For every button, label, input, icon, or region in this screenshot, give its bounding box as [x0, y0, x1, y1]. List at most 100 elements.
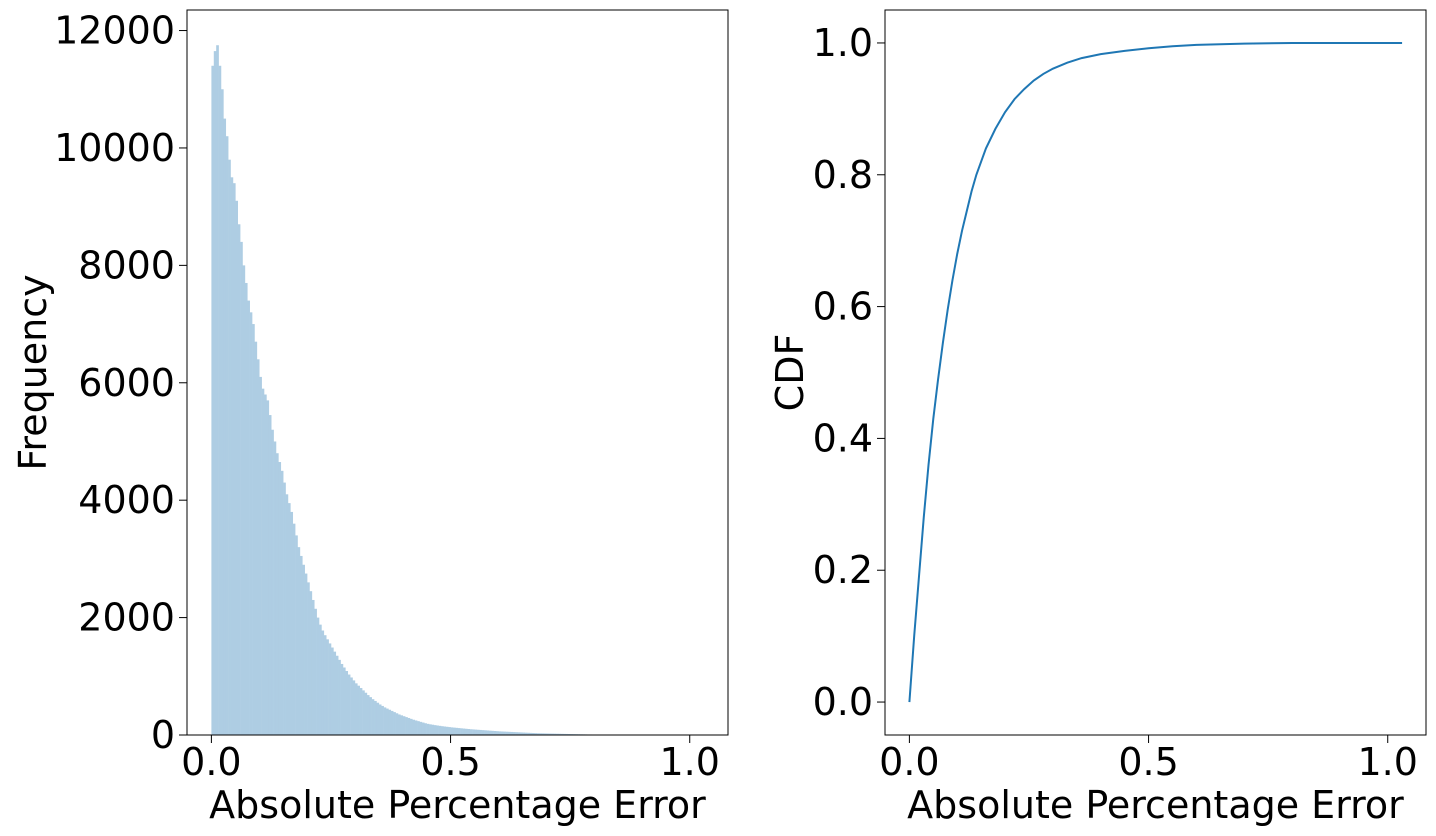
histogram-bar [464, 728, 468, 735]
histogram-bar [546, 733, 549, 735]
cdf-y-axis-label: CDF [768, 334, 812, 412]
histogram-bar [261, 388, 265, 735]
histogram-bar [424, 723, 427, 735]
histogram-bar [213, 51, 217, 735]
histogram-bar [536, 733, 540, 735]
histogram-bar [505, 731, 509, 735]
histogram-bar [479, 729, 482, 735]
histogram-bar [496, 731, 499, 735]
histogram-bar [460, 728, 463, 735]
histogram-bar [429, 724, 432, 735]
histogram-bar [503, 731, 506, 735]
histogram-bar [302, 564, 305, 735]
histogram-bar [304, 573, 308, 735]
histogram-bar [352, 680, 356, 735]
histogram-bar [271, 429, 274, 735]
histogram-bar [417, 721, 420, 735]
histogram-bar [431, 724, 435, 735]
cdf-y-tick-label: 0.2 [813, 548, 873, 592]
cdf-y-tick-label: 0.6 [813, 285, 873, 329]
histogram-bar [364, 692, 368, 735]
histogram-bar [548, 733, 552, 735]
cdf-y-tick-label: 0.0 [813, 680, 873, 724]
hist-x-tick-label: 1.0 [660, 740, 720, 784]
histogram-bar [232, 183, 236, 736]
histogram-bar [268, 415, 272, 735]
cdf-y-ticks: 0.0 0.2 0.4 0.6 0.8 1.0 [813, 21, 885, 724]
histogram-bar [558, 733, 561, 735]
hist-y-tick-label: 4000 [78, 478, 175, 522]
histogram-bar [539, 733, 542, 735]
histogram-bar [500, 731, 504, 735]
histogram-bar [562, 733, 566, 735]
cdf-panel: 0.0 0.5 1.0 0.0 0.2 0.4 0.6 0.8 1.0 Absolute Pe… [768, 9, 1427, 827]
cdf-x-axis-label: Absolute Percentage Error [907, 783, 1404, 827]
hist-y-tick-label: 8000 [78, 243, 175, 287]
histogram-bar [333, 651, 337, 735]
histogram-bar [237, 224, 241, 736]
histogram-bar [551, 733, 554, 735]
histogram-bar [290, 511, 294, 735]
histogram-bar [438, 725, 442, 735]
hist-y-tick-label: 10000 [54, 126, 175, 170]
histogram-bar [249, 312, 253, 735]
histogram-bar [407, 717, 411, 735]
histogram-bar [488, 730, 492, 735]
histogram-bar [369, 697, 372, 735]
histogram-bar [278, 462, 282, 735]
histogram-bar [481, 730, 485, 735]
histogram-bar [512, 732, 516, 735]
histogram-bar [534, 733, 537, 735]
histogram-bar [299, 555, 303, 735]
histogram-bar [491, 730, 494, 735]
histogram-bar [235, 200, 239, 735]
histogram-bar [357, 685, 360, 735]
histogram-bar [338, 659, 341, 735]
histogram-bar [314, 608, 317, 735]
histogram-y-axis-label: Frequency [11, 274, 55, 470]
histogram-y-ticks: 0 2000 4000 6000 8000 10000 12000 [54, 9, 187, 757]
histogram-bar [374, 700, 377, 735]
histogram-bar [522, 732, 526, 735]
histogram-bar [321, 630, 325, 735]
histogram-bar [443, 726, 447, 735]
cdf-y-tick-label: 1.0 [813, 21, 873, 65]
histogram-bar [426, 723, 430, 735]
histogram-bar [264, 394, 267, 735]
hist-y-tick-label: 12000 [54, 9, 175, 53]
histogram-bar [531, 733, 535, 735]
hist-y-tick-label: 0 [151, 713, 175, 757]
histogram-bar [440, 726, 444, 735]
histogram-panel: 0.0 0.5 1.0 0 2000 4000 6000 8000 10000 12000 Ab… [11, 9, 729, 827]
histogram-x-ticks: 0.0 0.5 1.0 [181, 735, 720, 784]
histogram-bar [252, 324, 255, 735]
histogram-bars [211, 45, 719, 736]
histogram-bar [211, 65, 215, 736]
cdf-x-ticks: 0.0 0.5 1.0 [879, 735, 1418, 784]
histogram-bar [259, 376, 262, 735]
histogram-bar [328, 643, 332, 735]
histogram-bar [527, 732, 530, 735]
histogram-bar [517, 732, 521, 735]
histogram-bar [560, 733, 564, 735]
histogram-bar [307, 582, 310, 735]
histogram-bar [507, 731, 511, 735]
histogram-bar [256, 359, 260, 735]
histogram-bar [393, 712, 396, 735]
histogram-bar [376, 702, 380, 735]
histogram-bar [316, 617, 320, 735]
histogram-bar [254, 341, 258, 735]
histogram-plot-frame [186, 9, 729, 736]
histogram-bar [421, 722, 425, 735]
histogram-bar [385, 708, 389, 735]
histogram-bar [240, 241, 243, 736]
histogram-bar [469, 729, 473, 735]
histogram-bar [448, 727, 451, 735]
histogram-bar [220, 89, 224, 735]
histogram-bar [218, 65, 222, 736]
histogram-bar [524, 732, 528, 735]
histogram-x-axis-label: Absolute Percentage Error [209, 783, 706, 827]
histogram-bar [450, 727, 454, 735]
histogram-bar [273, 441, 277, 735]
histogram-bar [354, 683, 358, 735]
